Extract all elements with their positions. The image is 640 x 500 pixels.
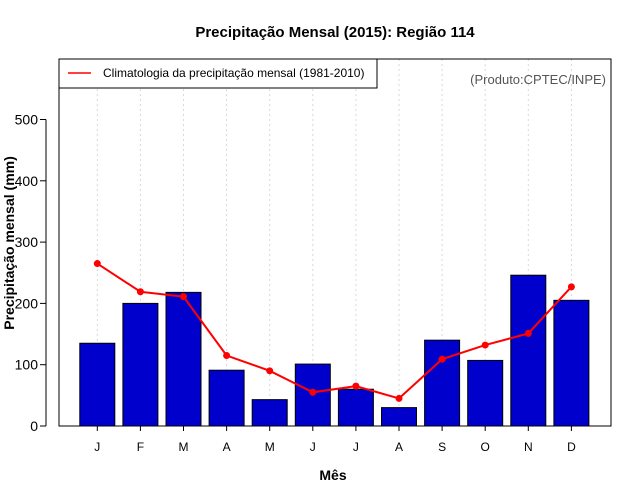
- legend-label: Climatologia da precipitação mensal (198…: [103, 66, 364, 80]
- climatology-point: [136, 288, 144, 296]
- x-tick-label: A: [223, 440, 231, 454]
- climatology-point: [180, 293, 187, 301]
- legend: Climatologia da precipitação mensal (198…: [58, 58, 378, 89]
- y-tick-label: 100: [15, 357, 39, 373]
- climatology-point: [266, 367, 274, 375]
- climatology-point: [93, 260, 101, 268]
- x-tick-label: M: [265, 440, 275, 454]
- bar: [424, 339, 461, 427]
- bar: [79, 342, 116, 427]
- x-tick-label: M: [179, 440, 189, 454]
- x-axis-label: Mês: [319, 467, 346, 483]
- y-axis-label: Precipitação mensal (mm): [1, 156, 17, 330]
- climatology-point: [395, 394, 403, 402]
- bar: [467, 359, 504, 427]
- credit-text: (Produto:CPTEC/INPE): [470, 72, 606, 87]
- climatology-point: [223, 352, 231, 360]
- climatology-point: [309, 388, 317, 396]
- bar: [165, 291, 202, 427]
- climatology-line: [93, 260, 575, 402]
- x-tick-label: D: [567, 440, 576, 454]
- climatology-point: [352, 382, 360, 390]
- y-axis: 0 100 200 300 400 500: [15, 112, 47, 434]
- legend-box: [58, 58, 378, 89]
- chart-title: Precipitação Mensal (2015): Região 114: [195, 24, 475, 41]
- x-tick-label: N: [524, 440, 533, 454]
- x-tick-label: A: [395, 440, 403, 454]
- climatology-polyline: [96, 262, 573, 400]
- x-tick-label: S: [438, 440, 446, 454]
- y-tick-label: 500: [15, 112, 39, 128]
- x-tick-label: J: [310, 440, 316, 454]
- bar: [122, 302, 159, 427]
- bars: [79, 274, 590, 427]
- climatology-point: [524, 329, 532, 337]
- bar: [251, 399, 288, 427]
- climatology-point: [438, 355, 446, 363]
- bar: [381, 407, 417, 427]
- x-tick-label: O: [481, 440, 490, 454]
- bar: [208, 369, 245, 427]
- x-tick-label: F: [137, 440, 144, 454]
- bar: [337, 388, 374, 427]
- y-tick-label: 300: [15, 234, 39, 250]
- y-tick-label: 400: [15, 173, 39, 189]
- y-tick-label: 0: [30, 418, 38, 434]
- climatology-point: [481, 341, 489, 349]
- climatology-point: [567, 283, 575, 291]
- bar: [553, 299, 590, 427]
- bar: [510, 274, 547, 427]
- x-tick-label: J: [353, 440, 359, 454]
- x-tick-label: J: [94, 440, 100, 454]
- y-tick-label: 200: [15, 295, 39, 311]
